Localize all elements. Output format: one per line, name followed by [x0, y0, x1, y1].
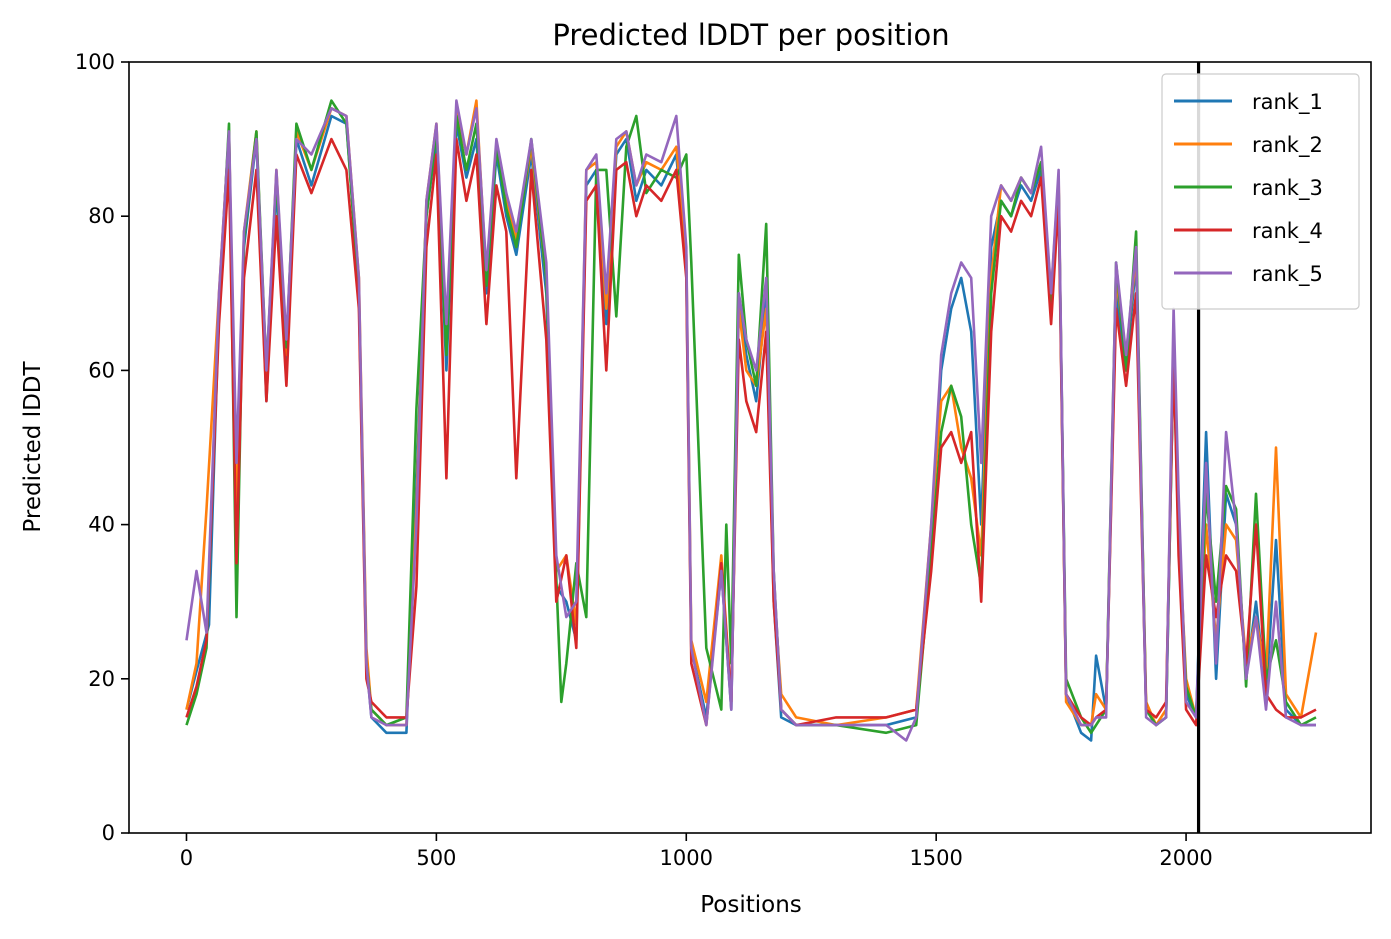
y-tick-label: 40	[88, 513, 115, 537]
legend-label-rank_5: rank_5	[1252, 262, 1323, 287]
x-tick-label: 1000	[660, 846, 713, 870]
x-tick-label: 500	[416, 846, 456, 870]
legend-label-rank_3: rank_3	[1252, 176, 1323, 201]
x-axis-ticks: 0 500 1000 1500 2000	[180, 833, 1213, 870]
plot-lines	[185, 99, 1318, 742]
y-tick-label: 20	[88, 667, 115, 691]
legend-box	[1161, 73, 1360, 310]
x-tick-label: 2000	[1159, 846, 1212, 870]
y-tick-label: 80	[88, 204, 115, 228]
legend-label-rank_4: rank_4	[1252, 219, 1323, 244]
chart-title: Predicted lDDT per position	[552, 18, 949, 52]
y-axis-ticks: 0 20 40 60 80 100	[75, 50, 129, 845]
y-tick-label: 60	[88, 358, 115, 382]
x-tick-label: 0	[180, 846, 193, 870]
legend: rank_1 rank_2 rank_3 rank_4 rank_5	[1161, 73, 1360, 310]
y-tick-label: 0	[102, 821, 115, 845]
series-line-rank_5	[185, 99, 1316, 742]
plot-frame	[128, 61, 1372, 834]
y-tick-label: 100	[75, 50, 115, 74]
y-axis-label: Predicted lDDT	[20, 360, 46, 532]
legend-label-rank_1: rank_1	[1252, 90, 1323, 115]
x-tick-label: 1500	[909, 846, 962, 870]
x-axis-label: Positions	[700, 892, 802, 918]
legend-label-rank_2: rank_2	[1252, 133, 1323, 158]
